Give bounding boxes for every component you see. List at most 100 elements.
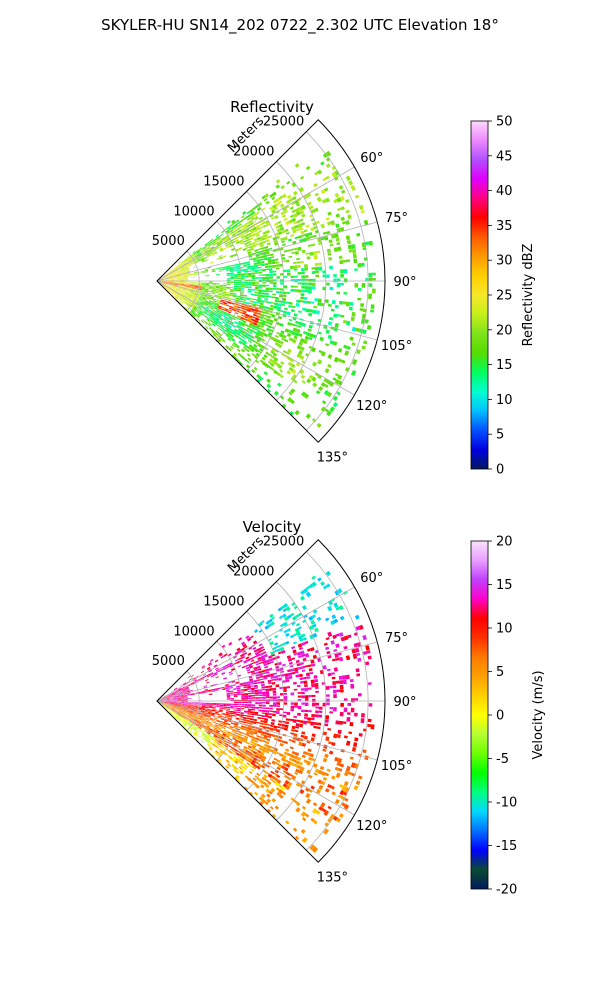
field-cell <box>245 335 250 340</box>
field-cell <box>345 765 351 772</box>
field-cell <box>223 677 227 680</box>
field-cell <box>177 279 181 281</box>
field-cell <box>259 722 264 725</box>
field-cell <box>260 313 265 317</box>
field-cell <box>173 276 177 278</box>
field-cell <box>257 714 262 717</box>
field-cell <box>188 301 192 305</box>
field-cell <box>303 759 308 764</box>
field-cell <box>256 679 261 682</box>
field-cell <box>247 251 252 255</box>
field-cell <box>162 282 167 283</box>
range-tick-label: 15000 <box>203 174 244 189</box>
field-cell <box>174 710 179 713</box>
field-cell <box>179 295 183 299</box>
field-cell <box>218 290 223 293</box>
field-cell <box>186 303 191 307</box>
field-cell <box>271 653 276 657</box>
field-cell <box>281 240 285 244</box>
field-cell <box>323 389 330 396</box>
field-cell <box>193 307 197 311</box>
field-cell <box>251 277 256 280</box>
field-cell <box>179 691 183 694</box>
field-cell <box>201 288 206 290</box>
field-cell <box>327 363 332 369</box>
field-cell <box>172 694 177 697</box>
field-cell <box>322 748 327 752</box>
field-cell <box>222 732 227 737</box>
field-cell <box>303 393 310 399</box>
field-cell <box>226 691 230 693</box>
field-cell <box>209 315 213 318</box>
field-cell <box>232 294 237 298</box>
field-cell <box>257 291 262 295</box>
field-cell <box>287 760 292 766</box>
colorbar-tick-label: 5 <box>496 665 504 680</box>
field-cell <box>225 742 229 747</box>
field-cell <box>227 240 232 244</box>
field-cell <box>259 779 264 784</box>
field-cell <box>352 248 357 254</box>
field-cell <box>345 209 350 214</box>
field-cell <box>224 737 228 741</box>
field-cell <box>199 714 204 717</box>
field-cell <box>172 287 176 290</box>
field-cell <box>177 699 181 701</box>
field-cell <box>241 756 246 760</box>
field-cell <box>313 675 318 679</box>
field-cell <box>315 270 319 274</box>
field-cell <box>206 313 210 317</box>
field-cell <box>270 621 275 626</box>
field-cell <box>290 233 295 238</box>
field-cell <box>168 707 172 709</box>
field-cell <box>295 760 300 765</box>
field-cell <box>238 320 243 325</box>
field-cell <box>258 691 263 695</box>
field-cell <box>163 279 167 281</box>
field-cell <box>269 658 274 662</box>
field-cell <box>308 668 313 672</box>
field-cell <box>253 229 258 233</box>
field-cell <box>354 614 360 620</box>
field-cell <box>264 245 269 249</box>
field-cell <box>243 688 248 692</box>
field-cell <box>248 255 253 258</box>
field-cell <box>246 717 251 720</box>
field-cell <box>305 792 311 799</box>
field-cell <box>181 268 186 271</box>
field-cell <box>240 233 245 237</box>
field-cell <box>172 706 177 708</box>
field-cell <box>183 705 188 707</box>
field-cell <box>200 721 205 724</box>
field-cell <box>239 684 244 687</box>
field-cell <box>301 271 305 275</box>
colorbar-tick-label: 15 <box>496 578 513 593</box>
field-cell <box>253 718 258 722</box>
field-cell <box>241 336 246 340</box>
field-cell <box>169 697 174 699</box>
field-cell <box>333 274 337 277</box>
field-cell <box>252 766 256 770</box>
field-cell <box>294 236 299 240</box>
field-cell <box>326 768 331 773</box>
field-cell <box>187 705 192 708</box>
field-cell <box>244 270 248 273</box>
field-cell <box>331 742 336 747</box>
field-cell <box>300 222 306 226</box>
field-cell <box>338 656 344 662</box>
field-cell <box>243 714 248 717</box>
field-cell <box>247 232 252 236</box>
field-cell <box>368 293 372 299</box>
field-cell <box>168 287 172 290</box>
field-cell <box>340 282 344 286</box>
field-cell <box>179 692 184 695</box>
field-cell <box>215 676 219 679</box>
field-cell <box>343 269 348 274</box>
field-cell <box>250 682 254 685</box>
field-cell <box>182 269 186 272</box>
field-cell <box>291 251 296 255</box>
field-cell <box>188 294 192 297</box>
field-cell <box>298 321 303 326</box>
field-cell <box>266 254 271 257</box>
